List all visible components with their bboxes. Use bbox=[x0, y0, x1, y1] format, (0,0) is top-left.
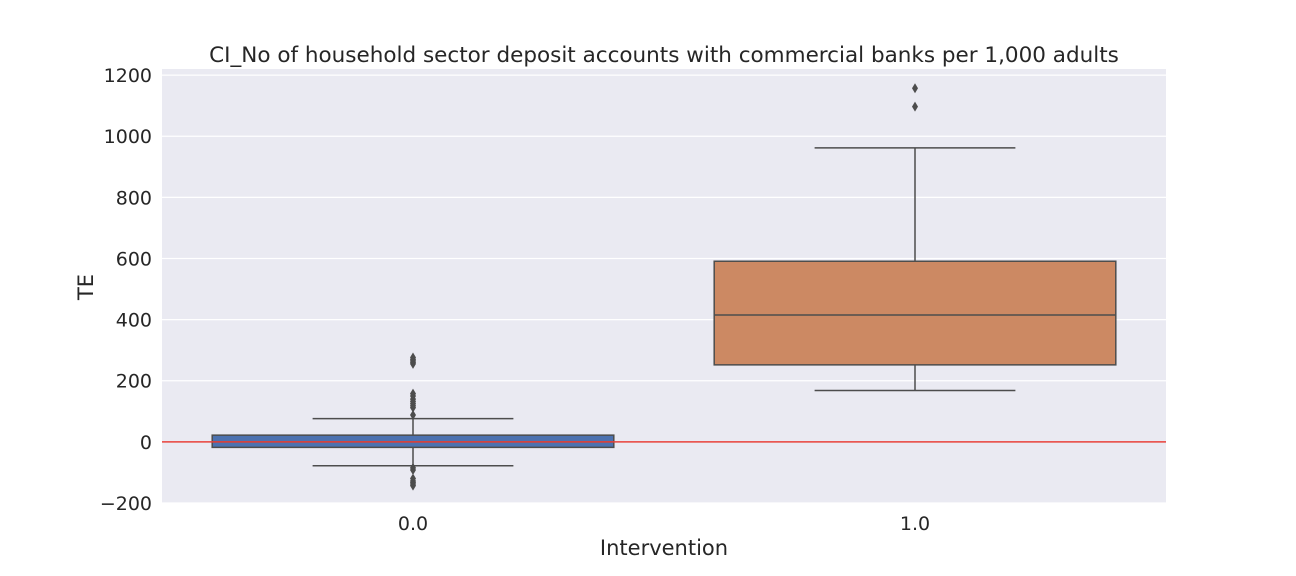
outlier-point bbox=[410, 388, 416, 399]
y-tick-label: 200 bbox=[116, 371, 152, 393]
x-axis-label: Intervention bbox=[600, 536, 728, 560]
outlier-point bbox=[410, 409, 416, 420]
y-tick-label: 0 bbox=[140, 432, 152, 454]
boxes bbox=[211, 83, 1117, 491]
box-1.0 bbox=[713, 83, 1117, 392]
x-tick-label: 0.0 bbox=[398, 513, 428, 535]
x-tick-label: 1.0 bbox=[900, 513, 930, 535]
outlier-point bbox=[410, 352, 416, 363]
y-tick-label: 1200 bbox=[104, 65, 152, 87]
y-tick-label: 1000 bbox=[104, 126, 152, 148]
outlier-point bbox=[912, 101, 918, 112]
y-tick-label: 400 bbox=[116, 310, 152, 332]
x-tick-labels: 0.0 1.0 bbox=[398, 513, 930, 535]
y-axis-label: TE bbox=[74, 274, 98, 301]
chart-title: CI_No of household sector deposit accoun… bbox=[209, 43, 1119, 68]
y-tick-labels: −200 0 200 400 600 800 1000 1200 bbox=[100, 65, 152, 515]
y-tick-label: −200 bbox=[100, 493, 152, 515]
y-tick-label: 600 bbox=[116, 248, 152, 270]
outlier-point bbox=[410, 464, 416, 475]
outlier-point bbox=[410, 480, 416, 491]
y-tick-label: 800 bbox=[116, 187, 152, 209]
box-iqr bbox=[713, 260, 1117, 366]
outlier-point bbox=[912, 83, 918, 94]
